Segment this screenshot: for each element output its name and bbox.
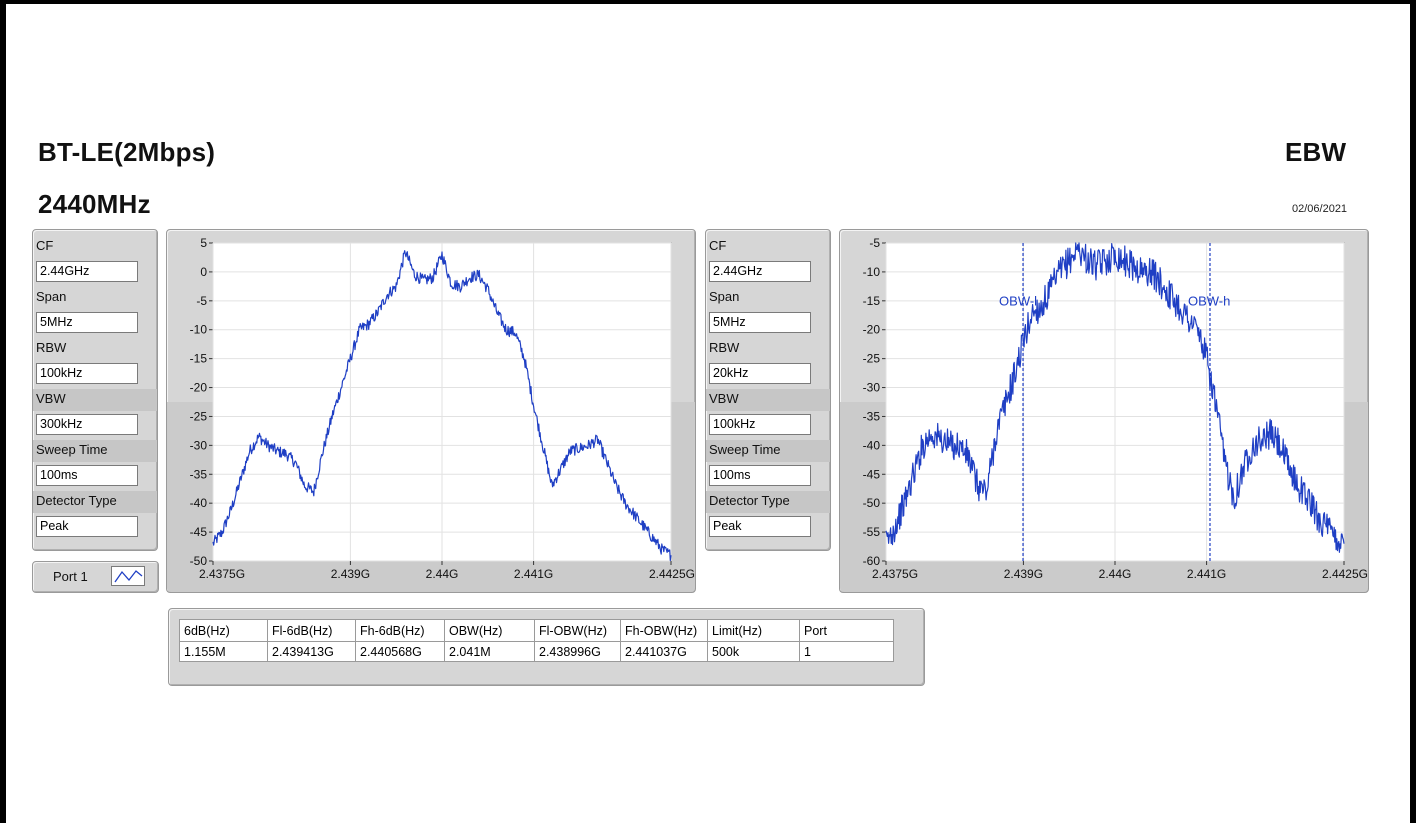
y-tick-label: -55: [863, 525, 881, 539]
y-tick-label: -30: [863, 381, 881, 395]
left-settings-panel: CF 2.44GHz Span 5MHz RBW 100kHz VBW 300k…: [32, 229, 158, 551]
x-tick-label: 2.4425G: [1322, 567, 1368, 581]
table-cell: 500k: [707, 641, 800, 662]
table-cell: 1: [799, 641, 894, 662]
waveform-icon: [111, 566, 145, 586]
y-tick-label: -15: [190, 352, 208, 366]
port-label: Port 1: [53, 569, 88, 584]
header-cell: Fh-OBW(Hz): [620, 619, 708, 642]
cf-label: CF: [709, 238, 727, 253]
rbw-label: RBW: [709, 340, 740, 355]
x-tick-label: 2.4375G: [872, 567, 918, 581]
detector-type-label: Detector Type: [33, 491, 157, 513]
detector-type-label: Detector Type: [706, 491, 830, 513]
results-table: 6dB(Hz) Fl-6dB(Hz) Fh-6dB(Hz) OBW(Hz) Fl…: [179, 619, 894, 662]
y-tick-label: -60: [863, 554, 881, 568]
mode-title: BT-LE(2Mbps): [38, 137, 216, 167]
spectrum-trace: [885, 242, 1345, 553]
span-value-field[interactable]: 5MHz: [36, 312, 138, 333]
y-tick-label: -10: [863, 265, 881, 279]
cf-value-field[interactable]: 2.44GHz: [709, 261, 811, 282]
x-tick-label: 2.439G: [1004, 567, 1043, 581]
x-tick-label: 2.4425G: [649, 567, 695, 581]
obw-marker-label: OBW-l: [999, 293, 1037, 308]
spectrum-graph-obw[interactable]: -5 -10 -15 -20 -25 -30 -35 -40 -45 -50 -55 -60 2.437…: [839, 229, 1369, 593]
y-tick-label: -45: [190, 525, 208, 539]
x-tick-label: 2.44G: [426, 567, 459, 581]
table-cell: 2.439413G: [267, 641, 356, 662]
y-tick-label: -15: [863, 294, 881, 308]
vbw-value-field[interactable]: 300kHz: [36, 414, 138, 435]
header-cell: Fh-6dB(Hz): [355, 619, 445, 642]
y-tick-label: -50: [190, 554, 208, 568]
sweep-time-label: Sweep Time: [706, 440, 830, 462]
sweep-time-value-field[interactable]: 100ms: [709, 465, 811, 486]
header-cell: Limit(Hz): [707, 619, 800, 642]
report-date: 02/06/2021: [1292, 203, 1348, 215]
y-tick-label: 0: [200, 265, 207, 279]
right-settings-panel: CF 2.44GHz Span 5MHz RBW 20kHz VBW 100kH…: [705, 229, 831, 551]
vbw-value-field[interactable]: 100kHz: [709, 414, 811, 435]
x-tick-label: 2.441G: [514, 567, 553, 581]
y-tick-label: 5: [200, 236, 207, 250]
measurement-title: EBW: [1285, 137, 1347, 167]
header-cell: 6dB(Hz): [179, 619, 268, 642]
y-tick-label: -20: [190, 381, 208, 395]
header-cell: Fl-6dB(Hz): [267, 619, 356, 642]
port-selector[interactable]: Port 1: [32, 561, 159, 593]
table-cell: 2.440568G: [355, 641, 445, 662]
table-cell: 2.438996G: [534, 641, 621, 662]
y-tick-label: -5: [869, 236, 880, 250]
x-tick-label: 2.4375G: [199, 567, 245, 581]
cf-label: CF: [36, 238, 54, 253]
table-cell: 2.041M: [444, 641, 535, 662]
results-table-panel: 6dB(Hz) Fl-6dB(Hz) Fh-6dB(Hz) OBW(Hz) Fl…: [168, 608, 925, 686]
y-tick-label: -25: [190, 409, 208, 423]
span-value-field[interactable]: 5MHz: [709, 312, 811, 333]
table-cell: 1.155M: [179, 641, 268, 662]
table-cell: 2.441037G: [620, 641, 708, 662]
y-tick-label: -30: [190, 438, 208, 452]
rbw-label: RBW: [36, 340, 67, 355]
rbw-value-field[interactable]: 20kHz: [709, 363, 811, 384]
detector-type-value-field[interactable]: Peak: [36, 516, 138, 537]
rbw-value-field[interactable]: 100kHz: [36, 363, 138, 384]
header-cell: Fl-OBW(Hz): [534, 619, 621, 642]
x-tick-label: 2.441G: [1187, 567, 1226, 581]
y-tick-label: -10: [190, 323, 208, 337]
header-cell: OBW(Hz): [444, 619, 535, 642]
y-tick-label: -5: [196, 294, 207, 308]
y-tick-label: -40: [190, 496, 208, 510]
sweep-time-value-field[interactable]: 100ms: [36, 465, 138, 486]
x-tick-label: 2.44G: [1099, 567, 1132, 581]
table-header-row: 6dB(Hz) Fl-6dB(Hz) Fh-6dB(Hz) OBW(Hz) Fl…: [179, 619, 894, 642]
spectrum-trace: [212, 250, 672, 562]
spectrum-plot-6db: 5 0 -5 -10 -15 -20 -25 -30 -35 -40 -45 -502.4375G 2.…: [190, 236, 695, 581]
report-page: BT-LE(2Mbps) 2440MHz EBW 02/06/2021 CF 2…: [6, 4, 1410, 823]
cf-value-field[interactable]: 2.44GHz: [36, 261, 138, 282]
span-label: Span: [36, 289, 67, 304]
header-cell: Port: [799, 619, 894, 642]
spectrum-plot-obw: -5 -10 -15 -20 -25 -30 -35 -40 -45 -50 -55 -602.437…: [863, 236, 1368, 581]
y-tick-label: -20: [863, 323, 881, 337]
table-row: 1.155M 2.439413G 2.440568G 2.041M 2.4389…: [179, 641, 894, 662]
frequency-title: 2440MHz: [38, 189, 151, 219]
y-tick-label: -35: [190, 467, 208, 481]
y-tick-label: -50: [863, 496, 881, 510]
vbw-label: VBW: [706, 389, 830, 411]
x-tick-label: 2.439G: [331, 567, 370, 581]
y-tick-label: -35: [863, 409, 881, 423]
y-tick-label: -40: [863, 438, 881, 452]
obw-marker-label: OBW-h: [1188, 293, 1230, 308]
span-label: Span: [709, 289, 740, 304]
sweep-time-label: Sweep Time: [33, 440, 157, 462]
detector-type-value-field[interactable]: Peak: [709, 516, 811, 537]
vbw-label: VBW: [33, 389, 157, 411]
spectrum-graph-6db[interactable]: 5 0 -5 -10 -15 -20 -25 -30 -35 -40 -45 -50 2.4375G 2.…: [166, 229, 696, 593]
y-tick-label: -45: [863, 467, 881, 481]
y-tick-label: -25: [863, 352, 881, 366]
